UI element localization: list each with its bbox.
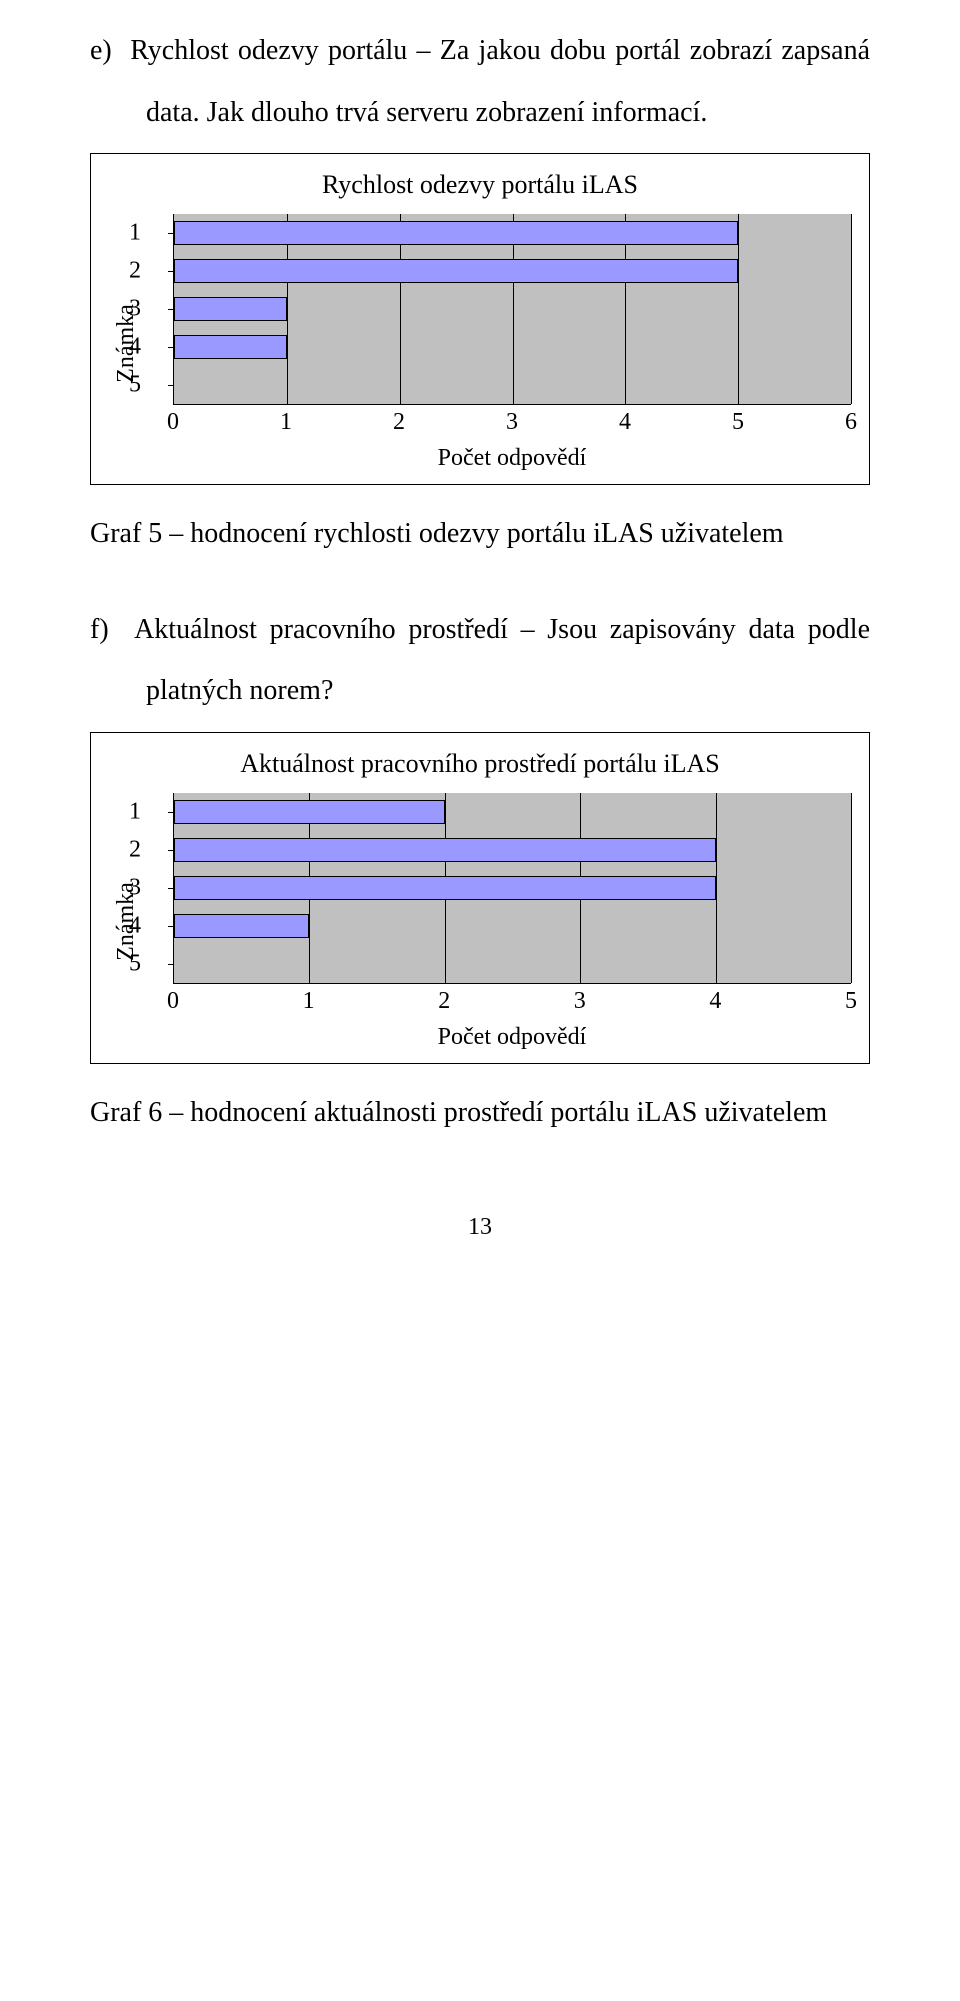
caption-1: Graf 5 – hodnocení rychlosti odezvy port… (90, 503, 870, 565)
bar (174, 800, 445, 824)
bar (174, 914, 309, 938)
ytick-label: 2 (121, 258, 141, 285)
ytick (168, 385, 174, 386)
xtick-label: 6 (845, 409, 857, 436)
ytick (168, 964, 174, 965)
ytick-label: 3 (121, 296, 141, 323)
chart-1-plot-col: 0123456 Počet odpovědí (173, 214, 851, 472)
page-number: 13 (90, 1214, 870, 1241)
section-e-text: e) Rychlost odezvy portálu – Za jakou do… (90, 20, 870, 143)
xtick-label: 5 (732, 409, 744, 436)
chart-2-title: Aktuálnost pracovního prostředí portálu … (109, 749, 851, 779)
ytick-label: 5 (121, 372, 141, 399)
chart-2-plot-area (173, 793, 851, 984)
xtick-label: 1 (303, 988, 315, 1015)
bar (174, 335, 287, 359)
xtick-label: 4 (619, 409, 631, 436)
bar (174, 259, 738, 283)
gridline (851, 214, 852, 404)
list-label-e: e) (90, 35, 112, 66)
ytick-label: 3 (121, 874, 141, 901)
bar (174, 221, 738, 245)
chart-1-body: Známka 12345 0123456 Počet odpovědí (109, 214, 851, 472)
list-label-f: f) (90, 614, 109, 645)
xtick-label: 4 (709, 988, 721, 1015)
page: e) Rychlost odezvy portálu – Za jakou do… (0, 0, 960, 1281)
ytick-label: 5 (121, 950, 141, 977)
gridline (716, 793, 717, 983)
xtick-label: 2 (393, 409, 405, 436)
ytick-label: 4 (121, 334, 141, 361)
chart-2-plot-wrap: 12345 012345 Počet odpovědí (143, 793, 851, 1051)
chart-1-xlabel: Počet odpovědí (173, 445, 851, 472)
xtick-label: 1 (280, 409, 292, 436)
chart-2-xlabel: Počet odpovědí (173, 1024, 851, 1051)
chart-2-plot-col: 012345 Počet odpovědí (173, 793, 851, 1051)
chart-2-body: Známka 12345 012345 Počet odpovědí (109, 793, 851, 1051)
ytick-label: 1 (121, 220, 141, 247)
chart-1: Rychlost odezvy portálu iLAS Známka 1234… (90, 153, 870, 485)
bar (174, 297, 287, 321)
xtick-label: 3 (574, 988, 586, 1015)
xtick-label: 0 (167, 409, 179, 436)
ytick-label: 2 (121, 836, 141, 863)
chart-1-xtick-row: 0123456 (173, 409, 851, 443)
section-f-text: f) Aktuálnost pracovního prostředí – Jso… (90, 599, 870, 722)
xtick-label: 2 (438, 988, 450, 1015)
xtick-label: 5 (845, 988, 857, 1015)
caption-2: Graf 6 – hodnocení aktuálnosti prostředí… (90, 1082, 870, 1144)
xtick-label: 3 (506, 409, 518, 436)
chart-1-title: Rychlost odezvy portálu iLAS (109, 170, 851, 200)
ytick-label: 1 (121, 798, 141, 825)
ytick-label: 4 (121, 912, 141, 939)
bar (174, 838, 716, 862)
gridline (851, 793, 852, 983)
xtick-label: 0 (167, 988, 179, 1015)
section-f-body: Aktuálnost pracovního prostředí – Jsou z… (134, 614, 870, 707)
gridline (738, 214, 739, 404)
chart-2-xtick-row: 012345 (173, 988, 851, 1022)
chart-1-plot-area (173, 214, 851, 405)
bar (174, 876, 716, 900)
section-e-body: Rychlost odezvy portálu – Za jakou dobu … (130, 35, 870, 128)
chart-2: Aktuálnost pracovního prostředí portálu … (90, 732, 870, 1064)
chart-1-plot-wrap: 12345 0123456 Počet odpovědí (143, 214, 851, 472)
